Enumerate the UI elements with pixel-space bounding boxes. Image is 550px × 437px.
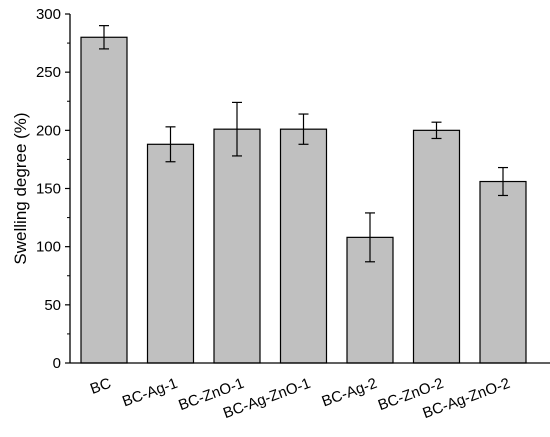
y-axis-ticks: 0 50 100 150 200 250 300: [36, 6, 70, 372]
y-tick-label: 300: [36, 6, 61, 23]
bar-bc-zno-1: [213, 128, 261, 364]
x-axis-labels: BC BC-Ag-1BC-ZnO-1BC-Ag-ZnO-1 BC-Ag-2BC-Zn…: [88, 375, 512, 422]
error-bar-bc-ag-2: [365, 212, 375, 263]
error-bar-bc-ag-zno-2: [498, 166, 508, 197]
bar-bc: [80, 36, 128, 364]
error-bar-bc-ag-zno-1: [298, 113, 309, 145]
y-tick-label: 0: [53, 355, 61, 372]
error-bar-bc-zno-2: [431, 121, 442, 140]
error-bar-bc: [99, 25, 109, 50]
x-tick-label: BC-Ag-2: [319, 375, 379, 411]
y-tick-label: 150: [36, 181, 61, 198]
x-tick-label: BC: [88, 375, 114, 398]
y-tick-label: 200: [36, 122, 61, 139]
bars: [80, 36, 527, 364]
y-tick-label: 50: [44, 297, 61, 314]
error-bar-bc-zno-1: [232, 101, 242, 157]
x-tick-label: BC-Ag-1: [120, 375, 180, 411]
error-bars: [99, 25, 508, 263]
y-tick-label: 100: [36, 239, 61, 256]
bar-bc-ag-1: [146, 143, 195, 364]
bar-bc-ag-2: [346, 236, 394, 364]
bar-bc-zno-2: [412, 129, 461, 364]
y-axis-title: Swelling degree (%): [11, 112, 30, 264]
error-bar-bc-ag-1: [165, 126, 176, 163]
bar-bc-ag-zno-1: [279, 128, 328, 364]
bar-bc-ag-zno-2: [479, 180, 527, 364]
y-tick-label: 250: [36, 64, 61, 81]
